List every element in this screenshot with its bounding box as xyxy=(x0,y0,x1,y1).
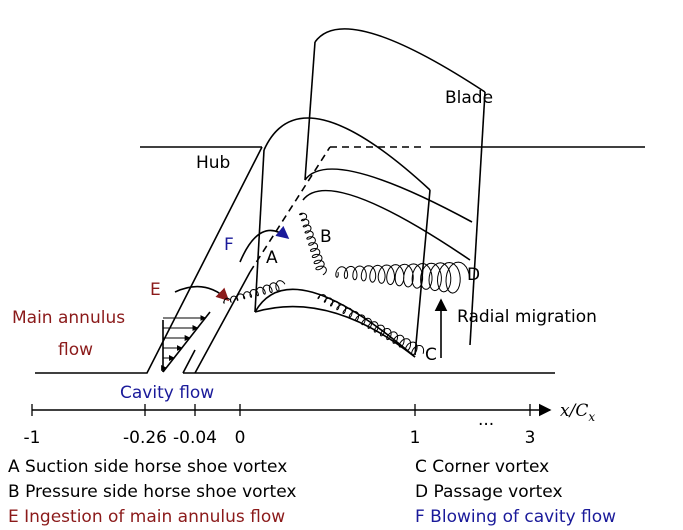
label-f: F xyxy=(224,235,234,255)
axis-label-sub: x xyxy=(588,410,595,424)
vortex xyxy=(317,294,425,356)
vortex xyxy=(299,212,327,276)
axis-tick-label: -0.26 xyxy=(123,428,167,448)
label-d: D xyxy=(467,265,480,285)
axis-tick-label: 3 xyxy=(525,428,536,448)
vortex xyxy=(335,261,471,294)
label-radial-migration: Radial migration xyxy=(457,307,597,327)
axis-ellipsis: ··· xyxy=(478,415,494,435)
legend-item: C Corner vortex xyxy=(415,457,549,477)
label-cavity-flow: Cavity flow xyxy=(120,383,214,403)
legend-item: A Suction side horse shoe vortex xyxy=(8,457,287,477)
label-hub: Hub xyxy=(196,153,230,173)
axis-label: x/Cx xyxy=(560,401,595,424)
label-blade: Blade xyxy=(445,88,493,108)
vortex xyxy=(222,280,286,304)
legend-item: F Blowing of cavity flow xyxy=(415,507,616,527)
label-a: A xyxy=(266,248,278,268)
axis-tick-label: 1 xyxy=(410,428,421,448)
legend-item: E Ingestion of main annulus flow xyxy=(8,507,285,527)
axis-tick-label: -1 xyxy=(24,428,41,448)
geometry: -1 -0.26 -0.04 0 1 3 xyxy=(24,28,645,448)
label-e: E xyxy=(150,280,161,300)
axis-tick-label: -0.04 xyxy=(173,428,217,448)
legend-item: B Pressure side horse shoe vortex xyxy=(8,482,296,502)
axis-tick-label: 0 xyxy=(235,428,246,448)
legend-item: D Passage vortex xyxy=(415,482,563,502)
label-main-annulus: Main annulus xyxy=(12,308,125,328)
label-c: C xyxy=(425,345,437,365)
axis-label-main: x/C xyxy=(560,401,588,421)
label-main-annulus: flow xyxy=(58,340,93,360)
label-b: B xyxy=(320,227,332,247)
